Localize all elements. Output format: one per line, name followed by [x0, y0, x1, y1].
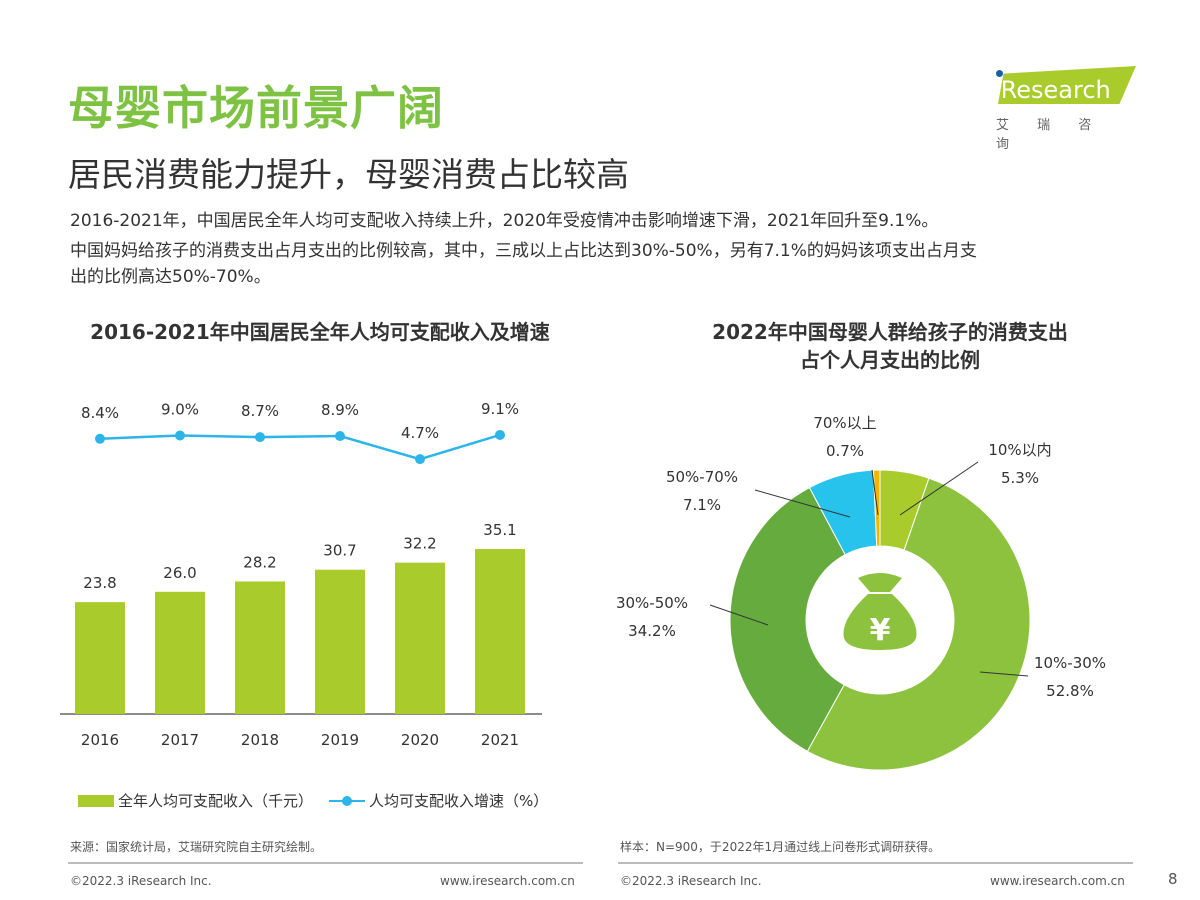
slice-value-label: 0.7% — [826, 442, 864, 460]
growth-point — [495, 429, 505, 440]
x-tick-label: 2020 — [401, 731, 439, 749]
leader-line — [979, 671, 1029, 677]
leader-line — [899, 461, 979, 516]
growth-point — [335, 431, 345, 442]
bar-value-label: 35.1 — [483, 521, 516, 539]
website-link[interactable]: www.iresearch.com.cn — [440, 874, 575, 888]
slice-value-label: 7.1% — [683, 496, 721, 514]
slice-category-label: 10%以内 — [988, 441, 1051, 459]
growth-label: 8.7% — [241, 402, 279, 420]
bar — [75, 602, 125, 714]
description-line: 中国妈妈给孩子的消费支出占月支出的比例较高，其中，三成以上占比达到30%-50%… — [70, 241, 977, 261]
growth-label: 9.1% — [481, 400, 519, 418]
pie-title-line: 2022年中国母婴人群给孩子的消费支出 — [712, 320, 1068, 344]
source-left: 来源：国家统计局，艾瑞研究院自主研究绘制。 — [70, 840, 323, 854]
slice-category-label: 30%-50% — [616, 594, 688, 612]
logo: iResearch 艾 瑞 咨 询 — [990, 62, 1140, 152]
copyright: ©2022.3 iResearch Inc. — [70, 874, 212, 888]
bar — [155, 591, 205, 714]
growth-point — [255, 432, 265, 443]
x-tick-label: 2018 — [241, 731, 279, 749]
slice-value-label: 5.3% — [1001, 469, 1039, 487]
money-bag-yuan-icon — [858, 573, 902, 592]
logo-brand: iResearch — [994, 76, 1111, 104]
growth-point — [95, 433, 105, 444]
divider — [618, 862, 1133, 864]
bar — [315, 569, 365, 714]
description-line: 2016-2021年，中国居民全年人均可支配收入持续上升，2020年受疫情冲击影… — [70, 211, 939, 231]
growth-point — [175, 430, 185, 441]
leader-line — [754, 489, 851, 518]
slice-value-label: 34.2% — [628, 622, 676, 640]
copyright: ©2022.3 iResearch Inc. — [620, 874, 762, 888]
leader-line — [709, 604, 769, 626]
yuan-symbol: ¥ — [870, 613, 891, 648]
slice-category-label: 70%以上 — [813, 414, 876, 432]
bar-value-label: 26.0 — [163, 564, 196, 582]
leader-line — [871, 469, 879, 516]
bar — [395, 562, 445, 714]
divider — [68, 862, 583, 864]
description-line: 出的比例高达50%-70%。 — [70, 267, 271, 287]
donut-chart: 10%以内 5.3% 10%-30% 52.8% 30%-50% 34.2% 50%-70%… — [616, 414, 1106, 771]
pie-chart-title: 2022年中国母婴人群给孩子的消费支出 占个人月支出的比例 — [600, 318, 1180, 374]
page-title: 母婴市场前景广阔 — [68, 81, 444, 135]
legend-line-swatch — [329, 795, 366, 806]
bar-value-label: 30.7 — [323, 542, 356, 560]
donut-slice — [806, 477, 1031, 771]
pie-title-line: 占个人月支出的比例 — [800, 348, 980, 372]
bar — [475, 549, 525, 714]
slice-category-label: 50%-70% — [666, 468, 738, 486]
donut-slice — [729, 486, 846, 752]
bar-value-label: 32.2 — [403, 535, 436, 553]
website-link[interactable]: www.iresearch.com.cn — [990, 874, 1125, 888]
page-number: 8 — [1168, 870, 1178, 888]
bar-value-label: 23.8 — [83, 574, 116, 592]
bar-chart-title: 2016-2021年中国居民全年人均可支配收入及增速 — [90, 320, 550, 344]
source-right: 样本：N=900，于2022年1月通过线上问卷形式调研获得。 — [620, 840, 941, 854]
bar — [235, 581, 285, 714]
x-tick-label: 2021 — [481, 731, 519, 749]
legend-bar-swatch — [78, 794, 114, 807]
growth-line — [99, 433, 501, 461]
growth-label: 9.0% — [161, 401, 199, 419]
legend-label: 人均可支配收入增速（%） — [369, 792, 549, 810]
page-subtitle: 居民消费能力提升，母婴消费占比较高 — [68, 155, 629, 194]
growth-label: 8.4% — [81, 404, 119, 422]
x-tick-label: 2016 — [81, 731, 119, 749]
legend-label: 全年人均可支配收入（千元） — [118, 792, 314, 810]
logo-cn: 艾 瑞 咨 询 — [996, 118, 1104, 152]
slice-category-label: 10%-30% — [1034, 654, 1106, 672]
growth-label: 8.9% — [321, 401, 359, 419]
x-tick-label: 2019 — [321, 731, 359, 749]
legend: 全年人均可支配收入（千元） 人均可支配收入增速（%） — [78, 790, 548, 811]
slice-value-label: 52.8% — [1046, 682, 1094, 700]
x-tick-label: 2017 — [161, 731, 199, 749]
bar-line-chart: 23.8 2016 26.0 2017 28.2 2018 30.7 2019 32.2 2020… — [60, 400, 542, 749]
bar-value-label: 28.2 — [243, 553, 276, 571]
growth-label: 4.7% — [401, 424, 439, 442]
money-bag-yuan-icon — [843, 594, 917, 650]
growth-point — [415, 454, 425, 465]
